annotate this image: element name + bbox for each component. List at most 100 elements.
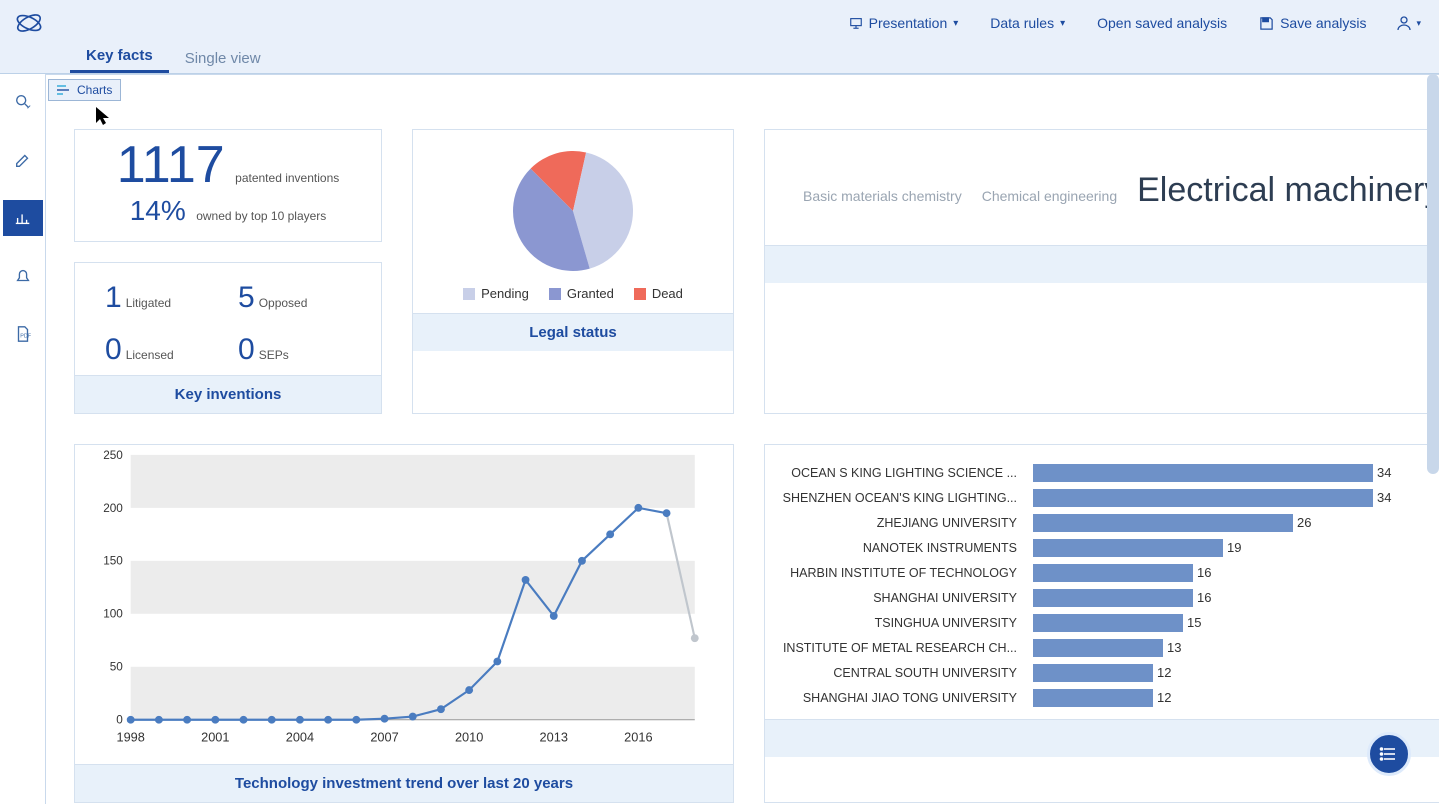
- legal-status-card: Pending Granted Dead Legal status: [412, 129, 734, 414]
- save-analysis-label: Save analysis: [1280, 15, 1366, 31]
- rail-search-button[interactable]: [3, 84, 43, 120]
- bar-fill: [1033, 564, 1193, 582]
- bar-row[interactable]: CENTRAL SOUTH UNIVERSITY 12: [775, 661, 1439, 686]
- top-players-chart: OCEAN S KING LIGHTING SCIENCE ...34SHENZ…: [775, 461, 1439, 711]
- kpi-top10-sub: owned by top 10 players: [196, 209, 326, 223]
- bar-value: 15: [1187, 614, 1201, 632]
- stat-licensed-n: 0: [105, 333, 122, 366]
- open-saved-label: Open saved analysis: [1097, 15, 1227, 31]
- legend-dead: Dead: [652, 286, 683, 301]
- bar-value: 12: [1157, 664, 1171, 682]
- bar-row[interactable]: HARBIN INSTITUTE OF TECHNOLOGY 16: [775, 561, 1439, 586]
- key-inventions-footer[interactable]: Key inventions: [75, 375, 381, 413]
- top-bar: Presentation▾ Data rules▾ Open saved ana…: [0, 0, 1439, 46]
- bar-row[interactable]: INSTITUTE OF METAL RESEARCH CH... 13: [775, 636, 1439, 661]
- tab-single-view[interactable]: Single view: [169, 46, 277, 73]
- bar-label: TSINGHUA UNIVERSITY: [775, 616, 1025, 630]
- stat-litigated-l: Litigated: [126, 296, 171, 310]
- bar-label: SHANGHAI UNIVERSITY: [775, 591, 1025, 605]
- bar-fill: [1033, 689, 1153, 707]
- bar-label: ZHEJIANG UNIVERSITY: [775, 516, 1025, 530]
- bar-fill: [1033, 464, 1373, 482]
- save-icon: [1259, 16, 1274, 31]
- svg-text:200: 200: [103, 501, 123, 514]
- top-players-footer[interactable]: Top 10 players: [765, 719, 1439, 757]
- logo-icon: [14, 8, 44, 38]
- legend-pending: Pending: [481, 286, 529, 301]
- presentation-icon: [849, 16, 863, 30]
- bar-row[interactable]: SHANGHAI JIAO TONG UNIVERSITY12: [775, 686, 1439, 711]
- left-rail: PDF: [0, 74, 45, 804]
- stat-opposed-n: 5: [238, 281, 255, 314]
- data-rules-menu[interactable]: Data rules▾: [990, 15, 1065, 31]
- open-saved-analysis-link[interactable]: Open saved analysis: [1097, 15, 1227, 31]
- key-inventions-card: 1Litigated 5Opposed 0Licensed 0SEPs Key …: [74, 262, 382, 414]
- bar-fill: [1033, 639, 1163, 657]
- presentation-label: Presentation: [869, 15, 948, 31]
- charts-tab-label: Charts: [77, 83, 112, 97]
- bar-row[interactable]: ZHEJIANG UNIVERSITY26: [775, 511, 1439, 536]
- wordcloud-term[interactable]: Electrical machinery, apparatus, energy: [1137, 171, 1439, 209]
- investment-trend-chart: 0501001502002501998200120042007201020132…: [79, 449, 719, 759]
- investment-trend-footer[interactable]: Technology investment trend over last 20…: [75, 764, 733, 802]
- kpi-total: 1117: [117, 136, 225, 194]
- wordcloud-term[interactable]: Chemical engineering: [982, 188, 1117, 204]
- help-button[interactable]: [1367, 732, 1411, 776]
- tab-key-facts[interactable]: Key facts: [70, 43, 169, 73]
- technical-domains-footer[interactable]: Top 8 technical domains: [765, 245, 1439, 283]
- kpi-summary-card: 1117 patented inventions 14% owned by to…: [74, 129, 382, 242]
- wordcloud-term[interactable]: Basic materials chemistry: [803, 188, 962, 204]
- legend-granted: Granted: [567, 286, 614, 301]
- bar-value: 34: [1377, 464, 1391, 482]
- bar-label: INSTITUTE OF METAL RESEARCH CH...: [775, 641, 1025, 655]
- svg-text:2007: 2007: [370, 729, 398, 744]
- presentation-menu[interactable]: Presentation▾: [849, 15, 959, 31]
- bar-fill: [1033, 589, 1193, 607]
- analysis-tabs: Key facts Single view: [0, 46, 1439, 74]
- bar-row[interactable]: SHENZHEN OCEAN'S KING LIGHTING... 34: [775, 486, 1439, 511]
- stat-seps-l: SEPs: [259, 348, 289, 362]
- legal-status-pie: [508, 146, 638, 276]
- user-icon: [1394, 13, 1414, 33]
- bar-value: 16: [1197, 564, 1211, 582]
- bar-fill: [1033, 614, 1183, 632]
- main-content: Charts 1117 patented inventions 14% owne…: [45, 74, 1439, 804]
- stat-litigated-n: 1: [105, 281, 122, 314]
- rail-alerts-button[interactable]: [3, 258, 43, 294]
- kpi-total-sub: patented inventions: [235, 171, 339, 185]
- legal-status-footer[interactable]: Legal status: [413, 313, 733, 351]
- bar-label: OCEAN S KING LIGHTING SCIENCE ...: [775, 466, 1025, 480]
- bar-fill: [1033, 489, 1373, 507]
- svg-text:150: 150: [103, 554, 123, 567]
- stat-licensed-l: Licensed: [126, 348, 174, 362]
- bar-label: CENTRAL SOUTH UNIVERSITY: [775, 666, 1025, 680]
- bar-row[interactable]: NANOTEK INSTRUMENTS19: [775, 536, 1439, 561]
- svg-text:2004: 2004: [286, 729, 314, 744]
- bar-label: SHENZHEN OCEAN'S KING LIGHTING...: [775, 491, 1025, 505]
- bar-row[interactable]: OCEAN S KING LIGHTING SCIENCE ... 34: [775, 461, 1439, 486]
- bar-value: 12: [1157, 689, 1171, 707]
- bar-fill: [1033, 539, 1223, 557]
- rail-analytics-button[interactable]: [3, 200, 43, 236]
- rail-export-button[interactable]: PDF: [3, 316, 43, 352]
- bar-row[interactable]: TSINGHUA UNIVERSITY 15: [775, 611, 1439, 636]
- bar-value: 34: [1377, 489, 1391, 507]
- bar-fill: [1033, 664, 1153, 682]
- svg-text:PDF: PDF: [20, 334, 31, 340]
- save-analysis-link[interactable]: Save analysis: [1259, 15, 1366, 31]
- svg-text:2010: 2010: [455, 729, 483, 744]
- top-players-card: OCEAN S KING LIGHTING SCIENCE ...34SHENZ…: [764, 444, 1439, 803]
- body: PDF Charts 1117 patented inventions 14% …: [0, 74, 1439, 804]
- bar-label: HARBIN INSTITUTE OF TECHNOLOGY: [775, 566, 1025, 580]
- rail-edit-button[interactable]: [3, 142, 43, 178]
- svg-text:2001: 2001: [201, 729, 229, 744]
- bar-label: NANOTEK INSTRUMENTS: [775, 541, 1025, 555]
- bar-value: 13: [1167, 639, 1181, 657]
- svg-text:250: 250: [103, 449, 123, 462]
- bar-row[interactable]: SHANGHAI UNIVERSITY16: [775, 586, 1439, 611]
- user-menu[interactable]: ▾: [1394, 13, 1421, 33]
- scrollbar[interactable]: [1427, 74, 1439, 474]
- svg-text:0: 0: [116, 713, 123, 726]
- charts-tab-button[interactable]: Charts: [48, 79, 121, 101]
- svg-text:2013: 2013: [540, 729, 568, 744]
